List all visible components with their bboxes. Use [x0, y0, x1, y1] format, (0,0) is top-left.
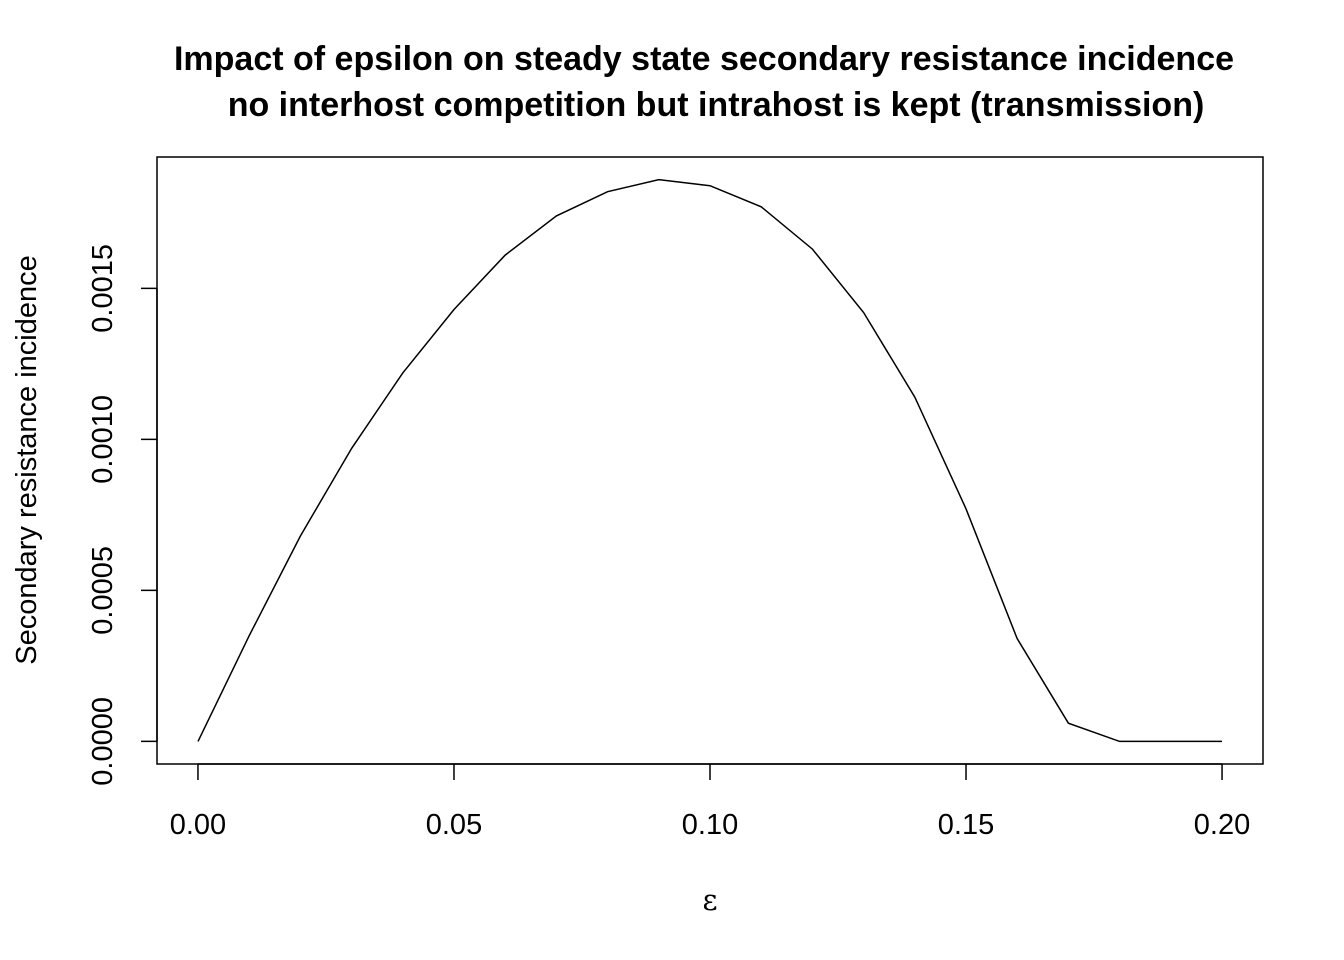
- chart-subtitle: no interhost competition but intrahost i…: [228, 86, 1205, 124]
- x-tick-label: 0.00: [170, 809, 226, 841]
- y-axis: 0.0000 0.0005 0.0010 0.0015: [87, 244, 158, 786]
- y-tick-label: 0.0015: [87, 244, 119, 333]
- x-axis-label: ε: [702, 883, 717, 917]
- series-layer: [197, 178, 1222, 743]
- x-tick-label: 0.15: [938, 809, 994, 841]
- x-tick-label: 0.20: [1194, 809, 1250, 841]
- y-axis-label: Secondary resistance incidence: [11, 255, 43, 664]
- x-tick-label: 0.10: [682, 809, 738, 841]
- series-line: [197, 178, 1222, 743]
- x-axis: 0.00 0.05 0.10 0.15 0.20: [170, 763, 1250, 841]
- x-tick-label: 0.05: [426, 809, 482, 841]
- y-tick-label: 0.0005: [87, 546, 119, 635]
- y-tick-label: 0.0010: [87, 395, 119, 484]
- chart-title: Impact of epsilon on steady state second…: [174, 40, 1234, 78]
- plot-frame: [156, 156, 1264, 765]
- y-tick-label: 0.0000: [87, 697, 119, 786]
